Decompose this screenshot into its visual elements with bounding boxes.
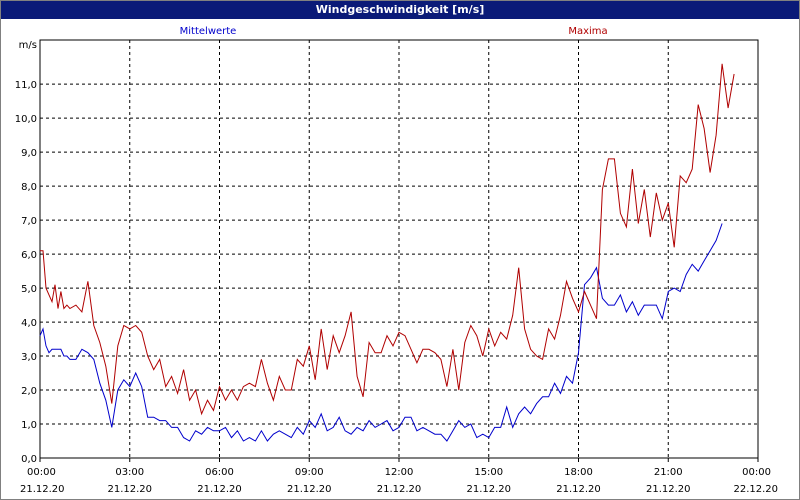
x-tick-time: 06:00 <box>205 467 234 478</box>
y-tick-label: 8,0 <box>21 182 37 193</box>
legend-maxima: Maxima <box>568 26 607 37</box>
y-tick-label: 3,0 <box>21 352 37 363</box>
x-tick-date: 21.12.20 <box>20 484 65 495</box>
x-tick-time: 00:00 <box>27 467 56 478</box>
x-tick-date: 21.12.20 <box>646 484 691 495</box>
y-tick-label: 5,0 <box>21 284 37 295</box>
series-lines <box>39 63 735 442</box>
window-title: Windgeschwindigkeit [m/s] <box>1 1 799 19</box>
x-axis-ticks: 00:00 21.12.20 03:00 21.12.20 06:00 21.12.20 0… <box>20 458 778 495</box>
x-tick-date: 21.12.20 <box>197 484 242 495</box>
series-line-mittelwerte <box>39 223 723 442</box>
y-axis-label: m/s <box>19 40 37 51</box>
y-tick-label: 0,0 <box>21 454 37 465</box>
x-tick-time: 15:00 <box>474 467 503 478</box>
y-tick-label: 2,0 <box>21 386 37 397</box>
y-tick-label: 7,0 <box>21 216 37 227</box>
y-axis-ticks: 0,0 1,0 2,0 3,0 4,0 5,0 6,0 7,0 8,0 9,0 10,0 11,0 <box>15 80 37 465</box>
x-tick-time: 12:00 <box>385 467 414 478</box>
x-tick-date: 21.12.20 <box>287 484 332 495</box>
x-tick-time: 09:00 <box>295 467 324 478</box>
legend-mittelwerte: Mittelwerte <box>180 26 237 37</box>
x-tick-time: 18:00 <box>564 467 593 478</box>
y-tick-label: 10,0 <box>15 114 37 125</box>
grid <box>40 40 758 458</box>
x-tick-time: 21:00 <box>654 467 683 478</box>
x-tick-date: 21.12.20 <box>377 484 422 495</box>
y-tick-label: 9,0 <box>21 148 37 159</box>
x-tick-date: 22.12.20 <box>733 484 778 495</box>
y-tick-label: 11,0 <box>15 80 37 91</box>
y-tick-label: 4,0 <box>21 318 37 329</box>
y-tick-label: 1,0 <box>21 420 37 431</box>
x-tick-time: 00:00 <box>742 467 771 478</box>
x-tick-time: 03:00 <box>115 467 144 478</box>
y-tick-label: 6,0 <box>21 250 37 261</box>
x-tick-date: 21.12.20 <box>466 484 511 495</box>
x-tick-date: 21.12.20 <box>107 484 152 495</box>
x-tick-date: 21.12.20 <box>556 484 601 495</box>
series-line-maxima <box>40 63 735 416</box>
